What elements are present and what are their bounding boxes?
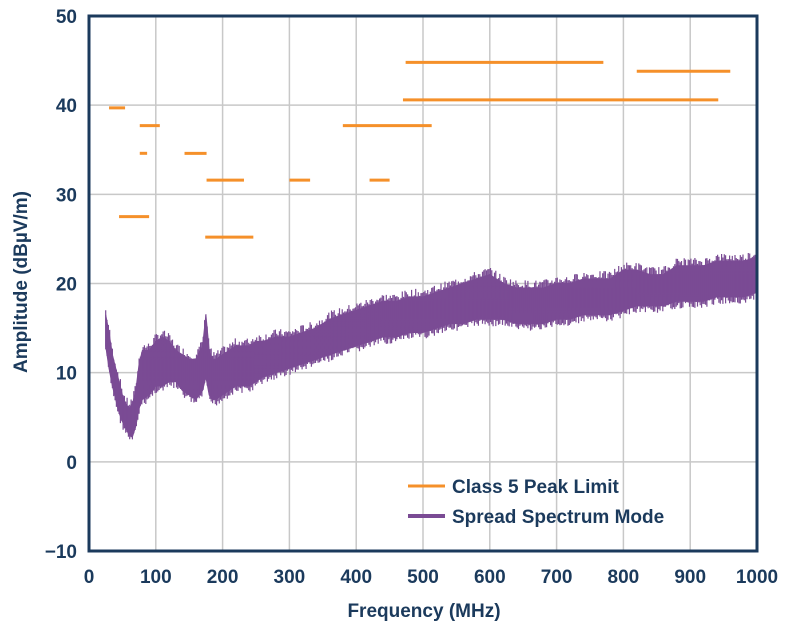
legend-label-limit: Class 5 Peak Limit — [452, 477, 620, 498]
y-tick-label: 20 — [56, 275, 77, 296]
x-tick-label: 700 — [541, 567, 573, 588]
x-tick-label: 100 — [140, 567, 172, 588]
x-tick-label: 1000 — [736, 567, 778, 588]
limit-series — [109, 60, 731, 239]
x-tick-label: 0 — [84, 567, 95, 588]
x-axis-label: Frequency (MHz) — [347, 601, 500, 622]
spectrum-series — [105, 252, 758, 440]
x-tick-label: 800 — [608, 567, 640, 588]
y-tick-label: 50 — [56, 7, 77, 28]
x-tick-label: 400 — [340, 567, 372, 588]
y-tick-label: 40 — [56, 96, 77, 117]
x-tick-labels: 0 100 200 300 400 500 600 700 800 900 1000 — [84, 567, 778, 588]
y-tick-label: 0 — [66, 453, 77, 474]
plot-frame — [87, 14, 759, 553]
y-tick-label: 30 — [56, 185, 77, 206]
spectrum-noise — [105, 252, 757, 440]
legend: Class 5 Peak Limit Spread Spectrum Mode — [408, 477, 664, 528]
y-tick-labels: 50 40 30 20 10 0 −10 — [45, 7, 77, 563]
x-tick-label: 300 — [274, 567, 306, 588]
x-tick-label: 500 — [407, 567, 439, 588]
y-tick-label: −10 — [45, 542, 77, 563]
x-tick-label: 200 — [207, 567, 239, 588]
y-tick-label: 10 — [56, 364, 77, 385]
x-tick-label: 900 — [674, 567, 706, 588]
x-tick-label: 600 — [474, 567, 506, 588]
legend-label-spectrum: Spread Spectrum Mode — [452, 507, 664, 528]
y-axis-label: Amplitude (dBµV/m) — [11, 191, 32, 373]
